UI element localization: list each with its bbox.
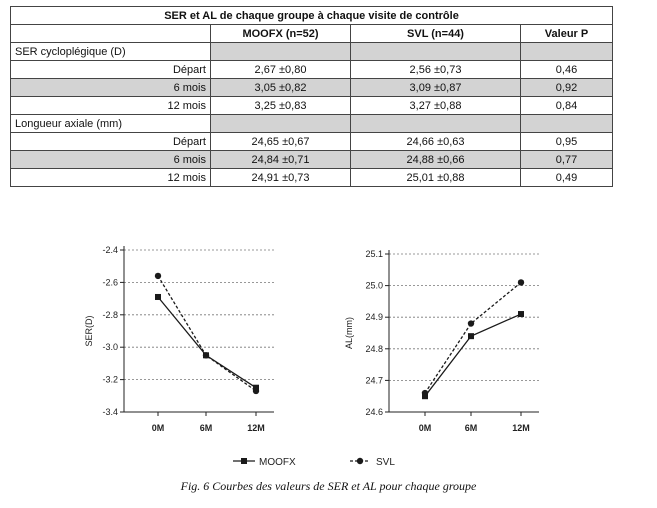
y-tick-label: -3.4 <box>102 407 118 417</box>
y-tick-label: 24.9 <box>365 312 383 322</box>
header-moofx: MOOFX (n=52) <box>210 24 351 43</box>
y-tick-label: -3.0 <box>102 342 118 352</box>
cell-p: 0,84 <box>519 96 614 115</box>
cell-svl: 24,66 ±0,63 <box>350 132 521 151</box>
row-label: Départ <box>10 132 211 151</box>
group-spacer <box>519 42 614 61</box>
cell-moofx: 3,25 ±0,83 <box>210 96 351 115</box>
x-tick-label: 0M <box>419 423 432 433</box>
cell-svl: 24,88 ±0,66 <box>350 150 521 169</box>
y-axis-label: SER(D) <box>84 315 94 346</box>
cell-moofx: 24,65 ±0,67 <box>210 132 351 151</box>
cell-p: 0,46 <box>519 60 614 79</box>
x-tick-label: 12M <box>247 423 265 433</box>
y-tick-label: 24.6 <box>365 407 383 417</box>
cell-p: 0,49 <box>519 168 614 187</box>
row-label: 12 mois <box>10 168 211 187</box>
data-point-moofx <box>468 333 474 340</box>
cell-moofx: 3,05 ±0,82 <box>210 78 351 97</box>
legend: MOOFX SVL <box>233 457 395 468</box>
cell-p: 0,95 <box>519 132 614 151</box>
legend-marker-moofx <box>241 458 247 464</box>
cell-svl: 2,56 ±0,73 <box>350 60 521 79</box>
legend-label-svl: SVL <box>376 457 395 468</box>
data-point-moofx <box>422 393 428 400</box>
row-label: 6 mois <box>10 150 211 169</box>
x-tick-label: 0M <box>152 423 165 433</box>
data-point-moofx <box>203 352 209 359</box>
y-tick-label: 24.7 <box>365 375 383 385</box>
table-title: SER et AL de chaque groupe à chaque visi… <box>9 6 614 25</box>
group-label-al: Longueur axiale (mm) <box>10 114 211 133</box>
group-spacer <box>210 114 351 133</box>
series-line-svl <box>424 281 522 394</box>
header-svl: SVL (n=44) <box>350 24 521 43</box>
legend-label-moofx: MOOFX <box>259 457 296 468</box>
y-tick-label: -3.2 <box>102 375 118 385</box>
cell-p: 0,77 <box>519 150 614 169</box>
cell-p: 0,92 <box>519 78 614 97</box>
y-tick-label: 24.8 <box>365 344 383 354</box>
data-point-svl <box>202 352 210 359</box>
row-label: Départ <box>10 60 211 79</box>
group-spacer <box>210 42 351 61</box>
cell-svl: 3,27 ±0,88 <box>350 96 521 115</box>
cell-svl: 25,01 ±0,88 <box>350 168 521 187</box>
cell-moofx: 2,67 ±0,80 <box>210 60 351 79</box>
series-line-moofx <box>157 296 257 389</box>
y-tick-label: -2.4 <box>102 245 118 255</box>
row-label: 12 mois <box>10 96 211 115</box>
x-tick-label: 6M <box>200 423 213 433</box>
group-label-ser: SER cycloplégique (D) <box>10 42 211 61</box>
y-tick-label: 25.1 <box>365 249 383 259</box>
group-spacer <box>350 114 521 133</box>
y-tick-label: -2.8 <box>102 310 118 320</box>
cell-svl: 3,09 ±0,87 <box>350 78 521 97</box>
results-table: SER et AL de chaque groupe à chaque visi… <box>9 6 614 187</box>
series-line-moofx <box>424 313 522 397</box>
data-point-svl <box>421 389 429 397</box>
x-tick-label: 12M <box>512 423 530 433</box>
data-point-moofx <box>518 311 524 318</box>
ser-chart: -2.4 -2.6 -2.8 -3.0 -3.2 -3.4 0M 6M 12M SER(D) <box>84 245 274 433</box>
row-label: 6 mois <box>10 78 211 97</box>
header-empty <box>10 24 211 43</box>
data-point-moofx <box>155 293 161 300</box>
legend-marker-svl <box>356 457 364 465</box>
x-tick-label: 6M <box>465 423 478 433</box>
y-tick-label: 25.0 <box>365 281 383 291</box>
data-point-moofx <box>253 384 259 391</box>
y-tick-label: -2.6 <box>102 277 118 287</box>
header-p-value: Valeur P <box>519 24 614 43</box>
figure-caption: Fig. 6 Courbes des valeurs de SER et AL … <box>180 479 477 493</box>
data-point-svl <box>467 320 475 327</box>
cell-moofx: 24,91 ±0,73 <box>210 168 351 187</box>
data-point-svl <box>517 279 525 286</box>
series-line-svl <box>157 275 257 392</box>
al-chart: 25.1 25.0 24.9 24.8 24.7 24.6 0M 6M 12M AL(mm) <box>344 249 539 433</box>
y-axis-label: AL(mm) <box>344 317 354 349</box>
data-point-svl <box>252 387 260 395</box>
group-spacer <box>519 114 614 133</box>
data-point-svl <box>154 272 162 280</box>
cell-moofx: 24,84 ±0,71 <box>210 150 351 169</box>
group-spacer <box>350 42 521 61</box>
